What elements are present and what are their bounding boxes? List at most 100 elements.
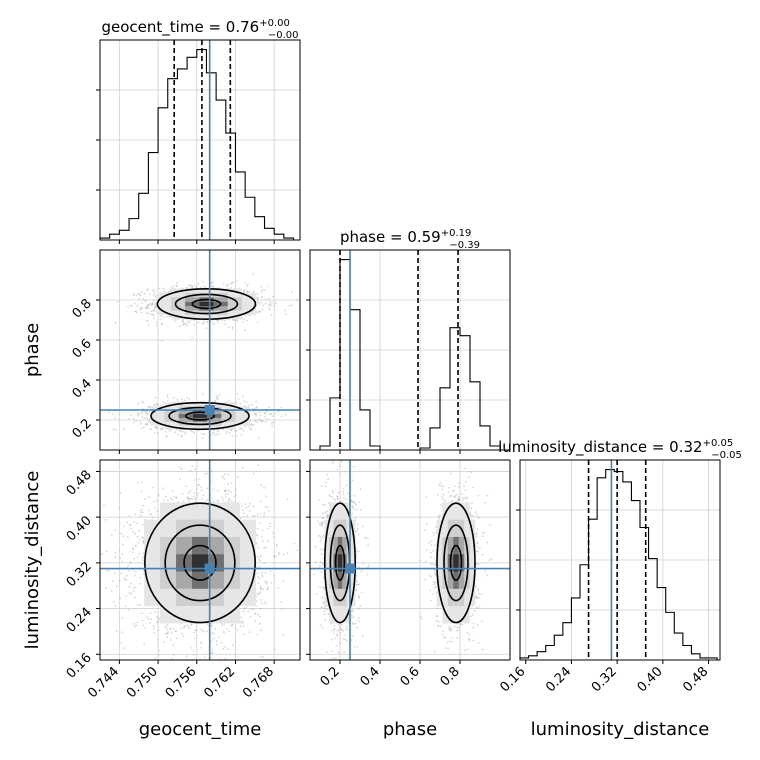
sample-point (147, 307, 150, 310)
sample-point (137, 541, 140, 544)
sample-point (160, 427, 163, 430)
density-cell (213, 306, 228, 311)
sample-point (247, 405, 250, 407)
sample-point (231, 328, 234, 331)
sample-point (192, 653, 195, 656)
sample-point (239, 426, 241, 429)
sample-point (134, 532, 137, 535)
sample-point (137, 402, 140, 405)
sample-point (175, 284, 178, 287)
sample-point (205, 327, 208, 330)
sample-point (226, 628, 228, 630)
sample-point (134, 625, 136, 628)
sample-point (201, 498, 204, 500)
sample-point (248, 426, 251, 429)
sample-point (235, 319, 238, 321)
sample-point (193, 323, 196, 326)
sample-point (244, 503, 247, 505)
sample-point (141, 411, 143, 414)
contour (174, 293, 239, 315)
sample-point (130, 527, 133, 530)
sample-point (148, 411, 151, 414)
sample-point (147, 288, 150, 291)
sample-point (236, 392, 239, 395)
sample-point (243, 633, 246, 635)
sample-point (181, 434, 184, 437)
sample-point (133, 596, 136, 599)
density-cell (227, 301, 242, 307)
sample-point (115, 429, 117, 432)
sample-point (199, 646, 202, 649)
sample-point (223, 623, 226, 626)
sample-point (234, 430, 237, 432)
sample-point (171, 284, 174, 287)
sample-point (210, 320, 213, 322)
sample-point (263, 412, 266, 415)
sample-point (260, 500, 262, 503)
density-cell (156, 293, 171, 298)
sample-point (179, 466, 181, 469)
sample-point (145, 412, 147, 415)
sample-point (246, 319, 249, 322)
sample-point (217, 636, 220, 639)
density-cell (150, 414, 165, 418)
sample-point (182, 635, 185, 637)
sample-point (263, 547, 266, 549)
sample-point (216, 431, 219, 433)
sample-point (243, 400, 246, 402)
sample-point (256, 633, 259, 636)
sample-point (142, 504, 144, 507)
sample-point (155, 403, 158, 406)
sample-point (257, 300, 259, 303)
density-cell (199, 301, 214, 307)
sample-point (139, 420, 142, 423)
sample-point (187, 320, 189, 322)
sample-point (274, 555, 277, 558)
density-cell (241, 310, 257, 315)
density-cell (241, 306, 257, 311)
sample-point (221, 624, 224, 627)
sample-point (149, 621, 152, 624)
sample-point (159, 318, 162, 321)
sample-point (181, 430, 184, 433)
sample-point (114, 604, 117, 607)
sample-point (105, 587, 107, 589)
sample-point (268, 307, 270, 310)
sample-point (128, 585, 131, 588)
sample-point (258, 411, 261, 414)
sample-point (242, 430, 245, 432)
sample-point (226, 430, 228, 433)
sample-point (213, 400, 216, 402)
sample-point (127, 418, 130, 420)
sample-point (141, 536, 144, 538)
sample-point (206, 487, 209, 490)
sample-point (145, 422, 148, 425)
sample-point (123, 428, 125, 431)
sample-point (203, 321, 206, 323)
sample-point (269, 303, 272, 306)
sample-point (253, 515, 256, 517)
sample-point (256, 555, 259, 558)
sample-point (151, 303, 153, 305)
sample-point (139, 307, 142, 310)
sample-point (108, 411, 110, 414)
sample-point (136, 535, 139, 538)
sample-point (104, 519, 107, 521)
density-cell (241, 293, 257, 298)
density-cell (185, 288, 200, 293)
sample-point (152, 294, 155, 296)
sample-point (123, 577, 126, 579)
sample-point (210, 625, 213, 627)
sample-point (235, 488, 238, 491)
sample-point (132, 569, 135, 572)
sample-point (269, 522, 271, 525)
sample-point (166, 396, 169, 398)
sample-point (136, 311, 138, 314)
sample-point (189, 490, 192, 492)
sample-point (240, 616, 243, 618)
sample-point (290, 291, 293, 294)
sample-point (194, 284, 197, 287)
sample-point (215, 396, 218, 399)
sample-point (158, 287, 161, 290)
sample-point (218, 433, 221, 436)
